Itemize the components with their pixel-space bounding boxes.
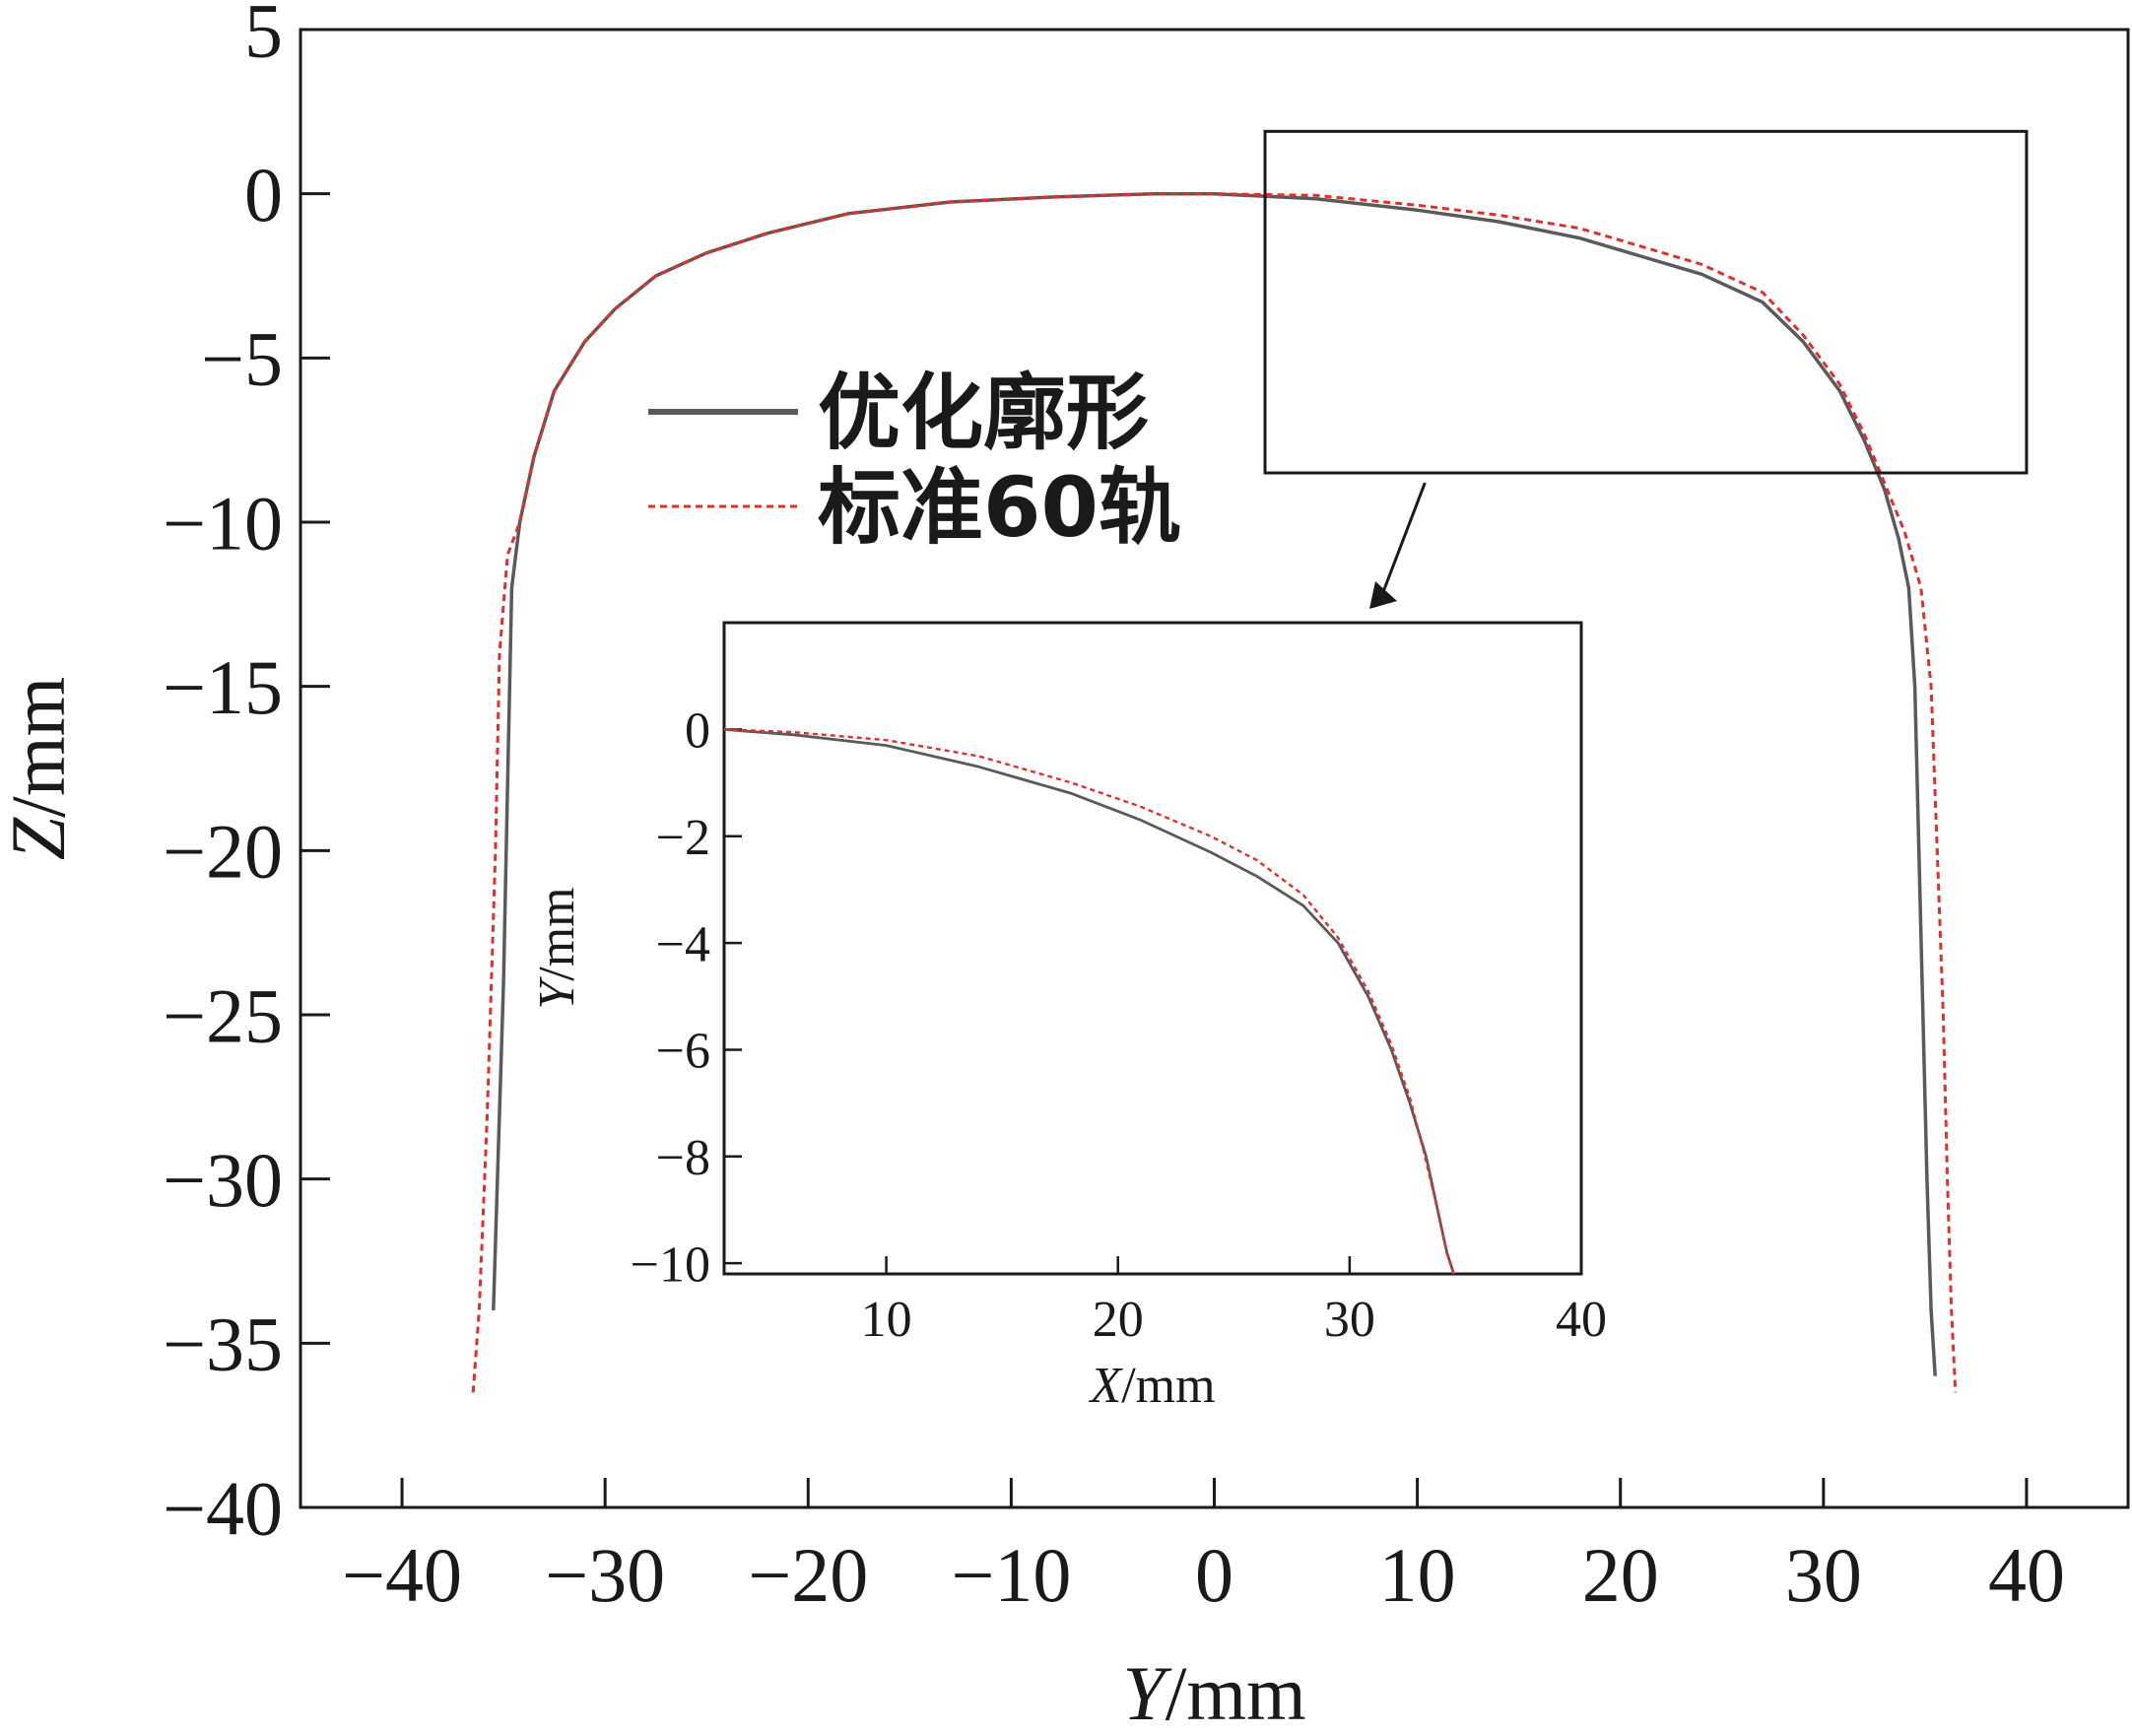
legend-label-1: 优化廓形 — [818, 365, 1149, 461]
main-x-axis-title: Y/mm — [1122, 1650, 1305, 1736]
main-y-tick-label: −40 — [163, 1465, 283, 1551]
inset-series-line-1 — [723, 728, 1456, 1275]
main-plot-frame — [299, 28, 2130, 1509]
inset-y-axis-unit: /mm — [529, 887, 585, 980]
inset-y-tick-label: −10 — [631, 1236, 710, 1293]
main-y-tick-label: −35 — [163, 1302, 283, 1387]
main-x-tick-label: 40 — [1988, 1532, 2065, 1618]
zoom-arrow-head — [1369, 581, 1397, 609]
main-series-line-2 — [471, 192, 1958, 1393]
main-y-tick-label: −25 — [163, 972, 283, 1058]
main-y-axis-var: Z — [0, 816, 81, 860]
main-x-axis-var: Y — [1122, 1650, 1172, 1736]
main-y-tick-label: −20 — [163, 809, 283, 895]
main-y-tick-label: −30 — [163, 1137, 283, 1223]
inset-series-line-2 — [723, 728, 1455, 1275]
inset-x-tick-label: 20 — [1093, 1292, 1144, 1348]
main-x-tick-label: −20 — [748, 1532, 868, 1618]
inset-plot-frame — [722, 621, 1583, 1276]
inset-y-tick-label: 0 — [685, 703, 710, 760]
main-y-axis-title: Z/mm — [0, 677, 81, 860]
legend-label-2: 标准60轨 — [818, 459, 1181, 556]
main-y-tick-label: −5 — [201, 316, 283, 402]
main-x-tick-label: 30 — [1785, 1532, 1862, 1618]
inset-y-tick-label: −6 — [656, 1024, 710, 1080]
zoom-indicator — [1263, 129, 2029, 609]
inset-x-axis-title: X/mm — [1088, 1358, 1215, 1414]
inset-x-tick-label: 10 — [861, 1292, 912, 1348]
inset-y-tick-label: −8 — [656, 1130, 710, 1186]
zoom-box — [1263, 129, 2029, 475]
inset-x-tick-label: 30 — [1324, 1292, 1375, 1348]
main-y-tick-label: −15 — [163, 644, 283, 730]
inset-y-axis-var: Y — [529, 976, 585, 1010]
main-x-tick-label: −40 — [342, 1532, 462, 1618]
inset-x-axis-unit: /mm — [1121, 1358, 1215, 1414]
main-series-line-1 — [492, 191, 1937, 1376]
main-y-tick-label: 5 — [244, 0, 283, 73]
inset-y-axis-title: Y/mm — [529, 887, 585, 1009]
main-x-axis-unit: /mm — [1166, 1650, 1306, 1736]
main-y-axis-unit: /mm — [0, 677, 81, 818]
inset-axes: 10 20 30 400−2−4−6−8−10X/mmY/mm — [529, 621, 1607, 1414]
main-x-tick-label: 20 — [1582, 1532, 1659, 1618]
main-y-tick-label: −10 — [163, 480, 283, 566]
main-x-tick-label: 10 — [1379, 1532, 1456, 1618]
main-y-tick-label: 0 — [244, 152, 283, 237]
main-series-layer — [471, 191, 1958, 1393]
main-x-tick-label: −10 — [951, 1532, 1071, 1618]
main-x-tick-label: −30 — [545, 1532, 665, 1618]
inset-y-tick-label: −4 — [656, 916, 710, 972]
main-x-tick-label: 0 — [1195, 1532, 1233, 1618]
inset-x-axis-var: X — [1088, 1358, 1123, 1414]
inset-y-tick-label: −2 — [656, 810, 710, 866]
inset-series-layer — [723, 728, 1456, 1275]
zoom-arrow-line — [1379, 482, 1427, 598]
inset-x-tick-label: 40 — [1556, 1292, 1607, 1348]
